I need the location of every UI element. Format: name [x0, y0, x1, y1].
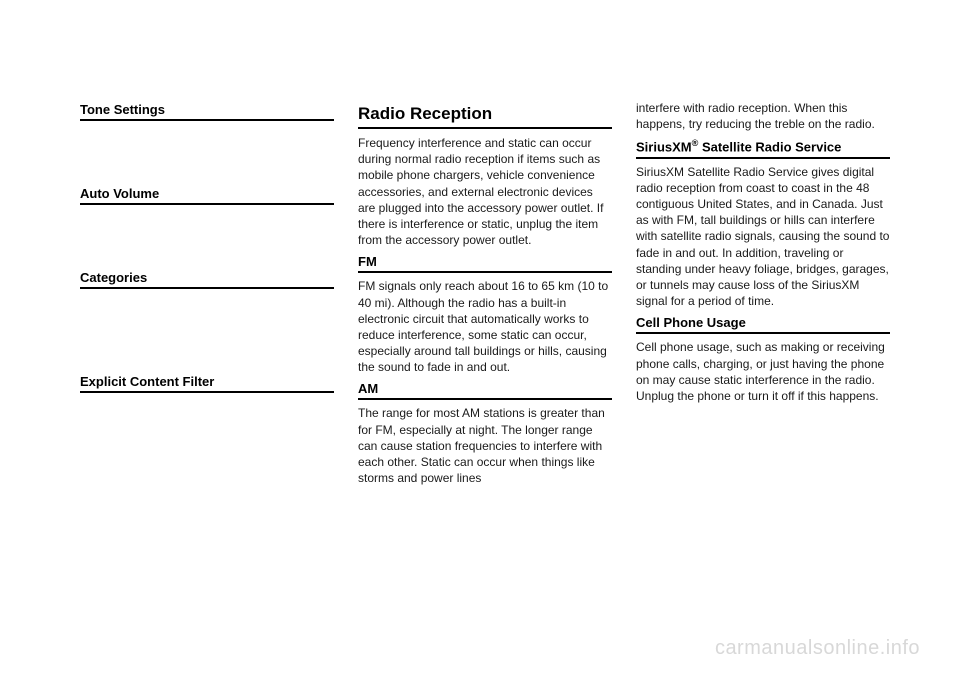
- heading-tone-settings: Tone Settings: [80, 102, 334, 121]
- body-fm: FM signals only reach about 16 to 65 km …: [358, 278, 612, 375]
- heading-am: AM: [358, 381, 612, 400]
- heading-fm: FM: [358, 254, 612, 273]
- siriusxm-title-post: Satellite Radio Service: [698, 140, 841, 155]
- column-2: Radio Reception Frequency interference a…: [358, 100, 612, 492]
- heading-categories: Categories: [80, 270, 334, 289]
- heading-radio-reception: Radio Reception: [358, 104, 612, 129]
- body-am: The range for most AM stations is greate…: [358, 405, 612, 486]
- heading-auto-volume: Auto Volume: [80, 186, 334, 205]
- body-siriusxm: SiriusXM Satellite Radio Service gives d…: [636, 164, 890, 310]
- column-1: Tone Settings Auto Volume Categories Exp…: [80, 100, 334, 492]
- watermark-text: carmanualsonline.info: [715, 637, 920, 660]
- body-radio-reception: Frequency interference and static can oc…: [358, 135, 612, 248]
- column-3: interfere with radio reception. When thi…: [636, 100, 890, 492]
- heading-explicit-content-filter: Explicit Content Filter: [80, 374, 334, 393]
- heading-cell-phone-usage: Cell Phone Usage: [636, 315, 890, 334]
- body-am-continued: interfere with radio reception. When thi…: [636, 100, 890, 132]
- heading-siriusxm: SiriusXM® Satellite Radio Service: [636, 138, 890, 158]
- body-cell-phone-usage: Cell phone usage, such as making or rece…: [636, 339, 890, 404]
- page-content: Tone Settings Auto Volume Categories Exp…: [0, 0, 960, 542]
- siriusxm-title-pre: SiriusXM: [636, 140, 692, 155]
